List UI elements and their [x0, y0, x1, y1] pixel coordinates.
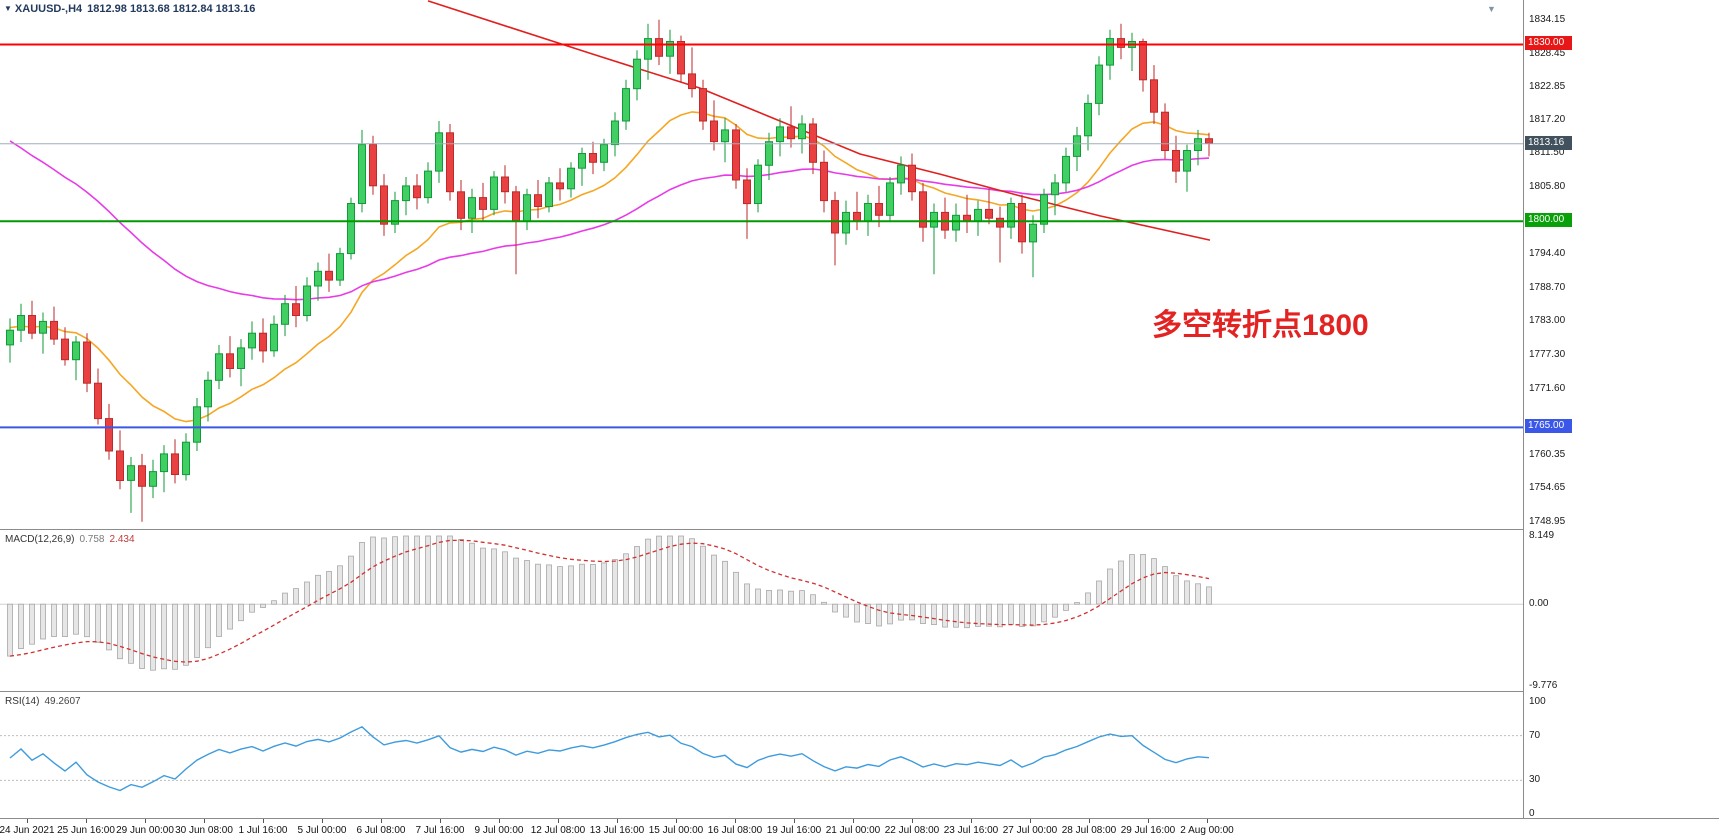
price-axis[interactable]: 1834.15 1828.45 1822.85 1817.20 1811.50 1805.…: [1523, 0, 1719, 819]
macd-signal-value: 2.434: [109, 534, 135, 545]
time-axis-label: 16 Jul 08:00: [707, 825, 763, 836]
time-axis-label: 27 Jul 00:00: [1002, 825, 1058, 836]
time-axis-tick: [617, 819, 618, 823]
time-axis-tick: [794, 819, 795, 823]
time-axis-tick: [1148, 819, 1149, 823]
rsi-axis-label: 0: [1529, 808, 1535, 819]
time-axis-tick: [735, 819, 736, 823]
time-axis-label: 23 Jul 16:00: [943, 825, 999, 836]
macd-histogram: [7, 535, 1212, 671]
time-axis-label: 13 Jul 16:00: [589, 825, 645, 836]
rsi-name: RSI(14): [5, 696, 40, 707]
time-axis-tick: [204, 819, 205, 823]
time-axis-label: 29 Jun 00:00: [116, 825, 174, 836]
ma-slow-magenta: [9, 140, 1210, 301]
time-axis-tick: [440, 819, 441, 823]
time-axis-label: 2 Aug 00:00: [1180, 825, 1234, 836]
rsi-value: 49.2607: [44, 696, 81, 707]
time-axis-tick: [322, 819, 323, 823]
time-axis-tick: [971, 819, 972, 823]
time-axis-tick: [1207, 819, 1208, 823]
time-axis-label: 24 Jun 2021: [0, 825, 55, 836]
price-axis-label: 1811.50: [1529, 147, 1565, 158]
time-axis-tick: [853, 819, 854, 823]
price-axis-label: 1771.60: [1529, 383, 1566, 394]
price-axis-label: 1760.35: [1529, 449, 1566, 460]
time-axis-tick: [1089, 819, 1090, 823]
time-axis-tick: [145, 819, 146, 823]
price-axis-label: 1805.80: [1529, 181, 1566, 192]
time-axis-tick: [912, 819, 913, 823]
time-axis-tick: [499, 819, 500, 823]
current-price-badge: 1813.16: [1525, 136, 1572, 150]
time-axis-label: 6 Jul 08:00: [356, 825, 406, 836]
time-axis-label: 15 Jul 00:00: [648, 825, 704, 836]
time-axis-tick: [86, 819, 87, 823]
symbol-timeframe-label: XAUUSD-,H4: [14, 3, 83, 15]
chevron-down-icon[interactable]: ▼: [4, 4, 12, 13]
macd-indicator-panel[interactable]: MACD(12,26,9) 0.758 2.434: [0, 530, 1719, 692]
chart-annotation: 多空转折点1800: [1152, 309, 1369, 342]
time-axis-tick: [263, 819, 264, 823]
rsi-indicator-panel[interactable]: RSI(14) 49.2607: [0, 692, 1719, 818]
price-axis-label: 1834.15: [1529, 14, 1566, 25]
price-axis-label: 1777.30: [1529, 349, 1566, 360]
time-axis-label: 19 Jul 16:00: [766, 825, 822, 836]
rsi-canvas[interactable]: [0, 692, 1523, 818]
price-axis-label: 1788.70: [1529, 282, 1566, 293]
time-axis-label: 21 Jul 00:00: [825, 825, 881, 836]
time-axis-tick: [558, 819, 559, 823]
time-axis-label: 9 Jul 00:00: [474, 825, 524, 836]
time-axis-label: 29 Jul 16:00: [1120, 825, 1176, 836]
price-axis-label: 1817.20: [1529, 114, 1566, 125]
macd-main-value: 0.758: [79, 534, 105, 545]
rsi-axis-label: 70: [1529, 730, 1541, 741]
macd-name: MACD(12,26,9): [5, 534, 75, 545]
macd-canvas[interactable]: [0, 530, 1523, 692]
time-axis-label: 1 Jul 16:00: [238, 825, 288, 836]
time-axis-tick: [27, 819, 28, 823]
descending-trendline[interactable]: [427, 0, 1211, 241]
macd-label: MACD(12,26,9) 0.758 2.434: [5, 534, 135, 545]
ohlc-values-label: 1812.98 1813.68 1812.84 1813.16: [87, 3, 256, 15]
time-axis-label: 25 Jun 16:00: [57, 825, 115, 836]
price-axis-label: 1822.85: [1529, 81, 1566, 92]
chart-title: ▼ XAUUSD-,H4 1812.98 1813.68 1812.84 1813.…: [4, 3, 255, 15]
price-axis-label: 1783.00: [1529, 315, 1566, 326]
time-axis-tick: [1030, 819, 1031, 823]
main-price-chart-panel[interactable]: ▼ XAUUSD-,H4 1812.98 1813.68 1812.84 1813.…: [0, 0, 1719, 530]
macd-axis-label: 8.149: [1529, 530, 1555, 541]
rsi-axis-label: 30: [1529, 774, 1541, 785]
price-axis-label: 1794.40: [1529, 248, 1566, 259]
macd-signal-line: [9, 539, 1210, 663]
macd-axis-label: -9.776: [1529, 680, 1558, 691]
time-axis-label: 12 Jul 08:00: [530, 825, 586, 836]
time-axis-label: 22 Jul 08:00: [884, 825, 940, 836]
price-axis-label: 1754.65: [1529, 482, 1566, 493]
macd-axis-label: 0.00: [1529, 598, 1549, 609]
time-axis[interactable]: 24 Jun 2021 25 Jun 16:00 29 Jun 00:00 30 Ju…: [0, 818, 1719, 838]
price-axis-label: 1828.45: [1529, 48, 1566, 59]
price-level-badge-1765.00: 1765.00: [1525, 419, 1572, 433]
time-axis-label: 7 Jul 16:00: [415, 825, 465, 836]
rsi-label: RSI(14) 49.2607: [5, 696, 81, 707]
time-axis-label: 28 Jul 08:00: [1061, 825, 1117, 836]
price-level-badge-1830.00: 1830.00: [1525, 36, 1572, 50]
time-axis-tick: [676, 819, 677, 823]
chart-shift-icon[interactable]: ▼: [1487, 4, 1496, 14]
time-axis-tick: [381, 819, 382, 823]
time-axis-label: 5 Jul 00:00: [297, 825, 347, 836]
time-axis-label: 30 Jun 08:00: [175, 825, 233, 836]
price-axis-label: 1748.95: [1529, 516, 1566, 527]
price-chart-canvas[interactable]: [0, 0, 1523, 530]
rsi-axis-label: 100: [1529, 696, 1546, 707]
rsi-line: [9, 725, 1210, 792]
price-level-badge-1800.00: 1800.00: [1525, 213, 1572, 227]
ma-fast-orange: [9, 111, 1210, 423]
candles: [6, 19, 1213, 522]
